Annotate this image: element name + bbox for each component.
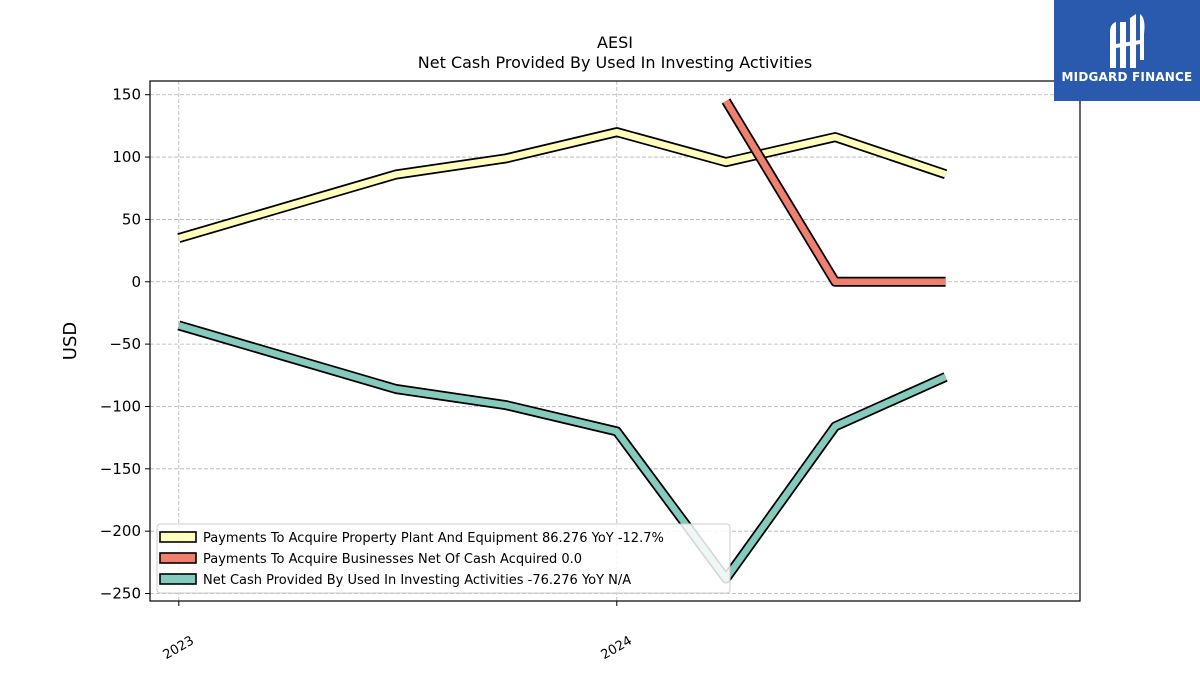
plot-area-frame: [149, 80, 1081, 602]
y-tick-label: −100: [100, 397, 141, 415]
series-1-outline: [721, 98, 946, 287]
legend-label-1: Payments To Acquire Businesses Net Of Ca…: [203, 552, 582, 567]
x-tick-label: 2023: [161, 633, 197, 663]
x-axis: 2023 2024: [161, 601, 635, 663]
midgard-logo-mark-icon: [1110, 14, 1145, 68]
series-0-line: [177, 128, 947, 242]
legend-label-2: Net Cash Provided By Used In Investing A…: [203, 573, 631, 588]
y-tick-label: 0: [131, 273, 141, 291]
y-tick-label: −150: [100, 460, 141, 478]
legend-swatch-1: [159, 552, 197, 564]
midgard-finance-logo: MIDGARD FINANCE: [1054, 0, 1200, 101]
legend-swatch-0: [159, 531, 197, 543]
grid-layer: [150, 81, 1080, 601]
y-axis: 150 100 50 0 −50 −100 −150 −200 −250: [100, 86, 150, 603]
series-layer: [177, 98, 948, 584]
legend-box: [156, 523, 731, 594]
logo-text: MIDGARD FINANCE: [1061, 70, 1193, 84]
y-tick-label: 150: [112, 86, 141, 104]
y-tick-label: −50: [109, 335, 141, 353]
y-tick-label: 50: [122, 210, 141, 228]
legend-swatch-2: [159, 573, 197, 585]
y-axis-label: USD: [60, 322, 81, 360]
y-tick-label: −200: [100, 522, 141, 540]
legend-label-0: Payments To Acquire Property Plant And E…: [203, 531, 664, 546]
y-tick-label: −250: [100, 585, 141, 603]
series-1-line: [723, 99, 946, 286]
chart-title: AESI: [597, 33, 633, 52]
chart-subtitle: Net Cash Provided By Used In Investing A…: [418, 53, 812, 72]
series-2-line: [177, 322, 947, 582]
legend: Payments To Acquire Property Plant And E…: [156, 523, 731, 594]
x-tick-label: 2024: [599, 633, 635, 663]
y-tick-label: 100: [112, 148, 141, 166]
